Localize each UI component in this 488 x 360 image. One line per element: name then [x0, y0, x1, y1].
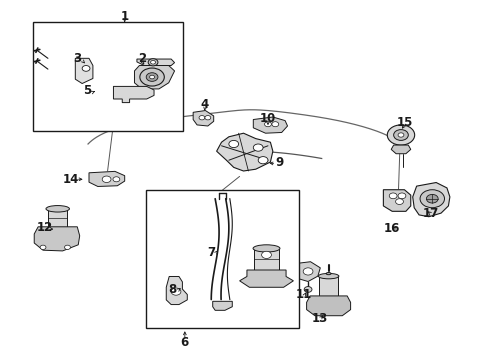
Text: 2: 2 — [138, 52, 145, 65]
Bar — [48, 209, 67, 227]
Circle shape — [395, 199, 403, 204]
Polygon shape — [306, 296, 350, 316]
Text: 6: 6 — [181, 336, 188, 349]
Text: 13: 13 — [311, 312, 328, 325]
Ellipse shape — [46, 206, 69, 212]
Circle shape — [64, 245, 70, 249]
Text: 11: 11 — [295, 288, 312, 301]
Text: 5: 5 — [83, 84, 91, 97]
Circle shape — [204, 116, 210, 120]
Circle shape — [419, 190, 444, 208]
Text: 7: 7 — [207, 246, 215, 259]
Circle shape — [113, 177, 120, 182]
Text: 9: 9 — [275, 156, 283, 169]
Circle shape — [304, 287, 311, 292]
Polygon shape — [193, 111, 213, 126]
Polygon shape — [212, 301, 232, 310]
Polygon shape — [216, 133, 272, 171]
Circle shape — [149, 75, 154, 79]
Circle shape — [271, 122, 278, 127]
Circle shape — [82, 66, 90, 71]
Text: 10: 10 — [259, 112, 276, 125]
Polygon shape — [390, 145, 410, 154]
Ellipse shape — [318, 274, 338, 279]
Polygon shape — [383, 190, 410, 211]
Ellipse shape — [325, 273, 330, 275]
Text: 16: 16 — [383, 222, 400, 235]
Circle shape — [140, 68, 164, 86]
Bar — [254, 248, 278, 270]
Circle shape — [199, 116, 204, 120]
Circle shape — [426, 194, 437, 203]
Bar — [33, 22, 183, 131]
Text: 3: 3 — [73, 52, 81, 65]
Circle shape — [40, 245, 46, 249]
Circle shape — [303, 268, 312, 275]
Polygon shape — [295, 262, 320, 282]
Polygon shape — [89, 171, 124, 186]
Text: 1: 1 — [121, 10, 128, 23]
Circle shape — [258, 157, 267, 164]
Text: 4: 4 — [200, 98, 208, 111]
Polygon shape — [166, 276, 187, 305]
Polygon shape — [239, 270, 293, 287]
Polygon shape — [137, 59, 174, 66]
Circle shape — [397, 193, 405, 199]
Bar — [145, 190, 299, 328]
Circle shape — [253, 144, 263, 151]
Circle shape — [264, 122, 271, 127]
Circle shape — [150, 60, 155, 64]
Circle shape — [397, 133, 403, 137]
Text: 14: 14 — [62, 173, 79, 186]
Circle shape — [102, 176, 111, 183]
Circle shape — [388, 193, 396, 199]
Polygon shape — [134, 66, 174, 89]
Ellipse shape — [253, 245, 279, 252]
Polygon shape — [75, 58, 93, 84]
Circle shape — [228, 140, 238, 148]
Circle shape — [148, 59, 158, 66]
Polygon shape — [113, 86, 154, 103]
Text: 8: 8 — [168, 283, 176, 296]
Text: 17: 17 — [422, 207, 439, 220]
Text: 15: 15 — [396, 116, 412, 129]
Circle shape — [171, 288, 181, 295]
Circle shape — [261, 251, 271, 258]
Polygon shape — [34, 227, 80, 251]
Circle shape — [386, 125, 414, 145]
Bar — [318, 276, 338, 296]
Circle shape — [393, 130, 407, 140]
Text: 12: 12 — [37, 221, 53, 234]
Circle shape — [146, 73, 158, 81]
Polygon shape — [412, 183, 449, 217]
Polygon shape — [253, 117, 287, 133]
